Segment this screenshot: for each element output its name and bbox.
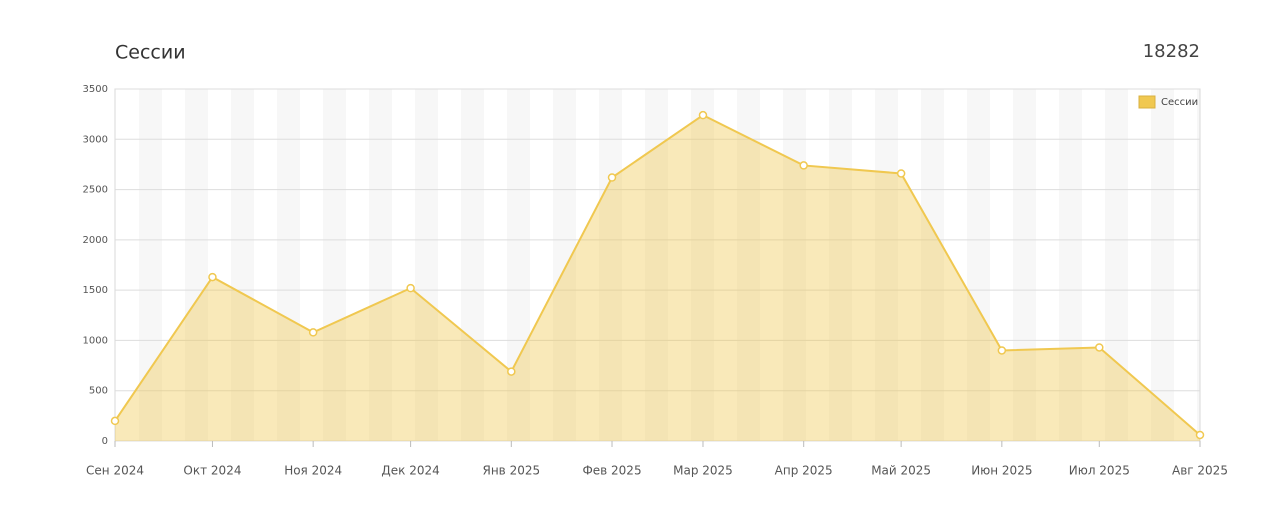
y-tick-label: 2500 <box>83 185 108 196</box>
stripe <box>737 89 760 441</box>
stripe <box>829 89 852 441</box>
x-tick-label: Фев 2025 <box>582 464 641 478</box>
legend-label: Сессии <box>1161 97 1198 108</box>
point <box>1095 343 1104 352</box>
stripe <box>277 89 300 441</box>
stripe <box>783 89 806 441</box>
point <box>997 346 1007 355</box>
area-fill <box>115 115 1200 442</box>
x-tick-label: Окт 2024 <box>183 464 241 478</box>
stripe <box>461 89 484 441</box>
stripe <box>553 89 576 441</box>
point <box>110 416 120 426</box>
stripe <box>369 89 392 441</box>
y-tick-label: 2000 <box>83 235 108 246</box>
stripe <box>139 89 162 441</box>
total: 18282 <box>1143 41 1200 62</box>
y-tick-label: 0 <box>102 436 108 447</box>
stripe <box>1059 89 1082 441</box>
stripe <box>507 89 530 441</box>
point <box>308 328 318 337</box>
y-tick-label: 3000 <box>83 134 108 145</box>
stripe <box>323 89 346 441</box>
point <box>799 161 808 170</box>
x-tick-label: Июл 2025 <box>1069 464 1130 478</box>
point <box>896 169 906 178</box>
x-tick-label: Мар 2025 <box>673 464 733 478</box>
stripe <box>645 89 668 441</box>
stripe <box>415 89 438 441</box>
stripe <box>231 89 254 441</box>
x-tick-label: Июн 2025 <box>971 464 1032 478</box>
y-tick-label: 1500 <box>83 285 108 296</box>
y-tick-label: 500 <box>89 386 108 397</box>
chart-title: Сессии <box>115 42 186 64</box>
stripe <box>1197 89 1200 441</box>
stripe <box>1151 89 1174 441</box>
stripe <box>185 89 208 441</box>
point <box>406 283 415 293</box>
y-tick-label: 3500 <box>83 84 108 95</box>
point <box>208 272 217 282</box>
stripe <box>967 89 990 441</box>
stripe <box>599 89 622 441</box>
y-tick-label: 1000 <box>83 335 108 346</box>
x-tick-label: Янв 2025 <box>483 464 541 478</box>
area-line <box>114 113 1201 436</box>
x-tick-label: Авг 2025 <box>1172 464 1228 478</box>
x-tick-label: Дек 2024 <box>381 464 439 478</box>
x-tick-label: Май 2025 <box>871 464 931 478</box>
x-tick-label: Апр 2025 <box>775 464 833 478</box>
point <box>607 173 617 182</box>
point <box>507 367 516 376</box>
stripe <box>875 89 898 441</box>
legend-swatch <box>1138 95 1156 109</box>
stripe <box>691 89 714 441</box>
point <box>698 110 708 120</box>
x-tick-label: Сен 2024 <box>86 464 144 478</box>
x-tick-label: Ноя 2024 <box>284 464 342 478</box>
stripe <box>921 89 944 441</box>
stripe <box>1105 89 1128 441</box>
stripe <box>1013 89 1036 441</box>
point <box>1195 430 1205 440</box>
